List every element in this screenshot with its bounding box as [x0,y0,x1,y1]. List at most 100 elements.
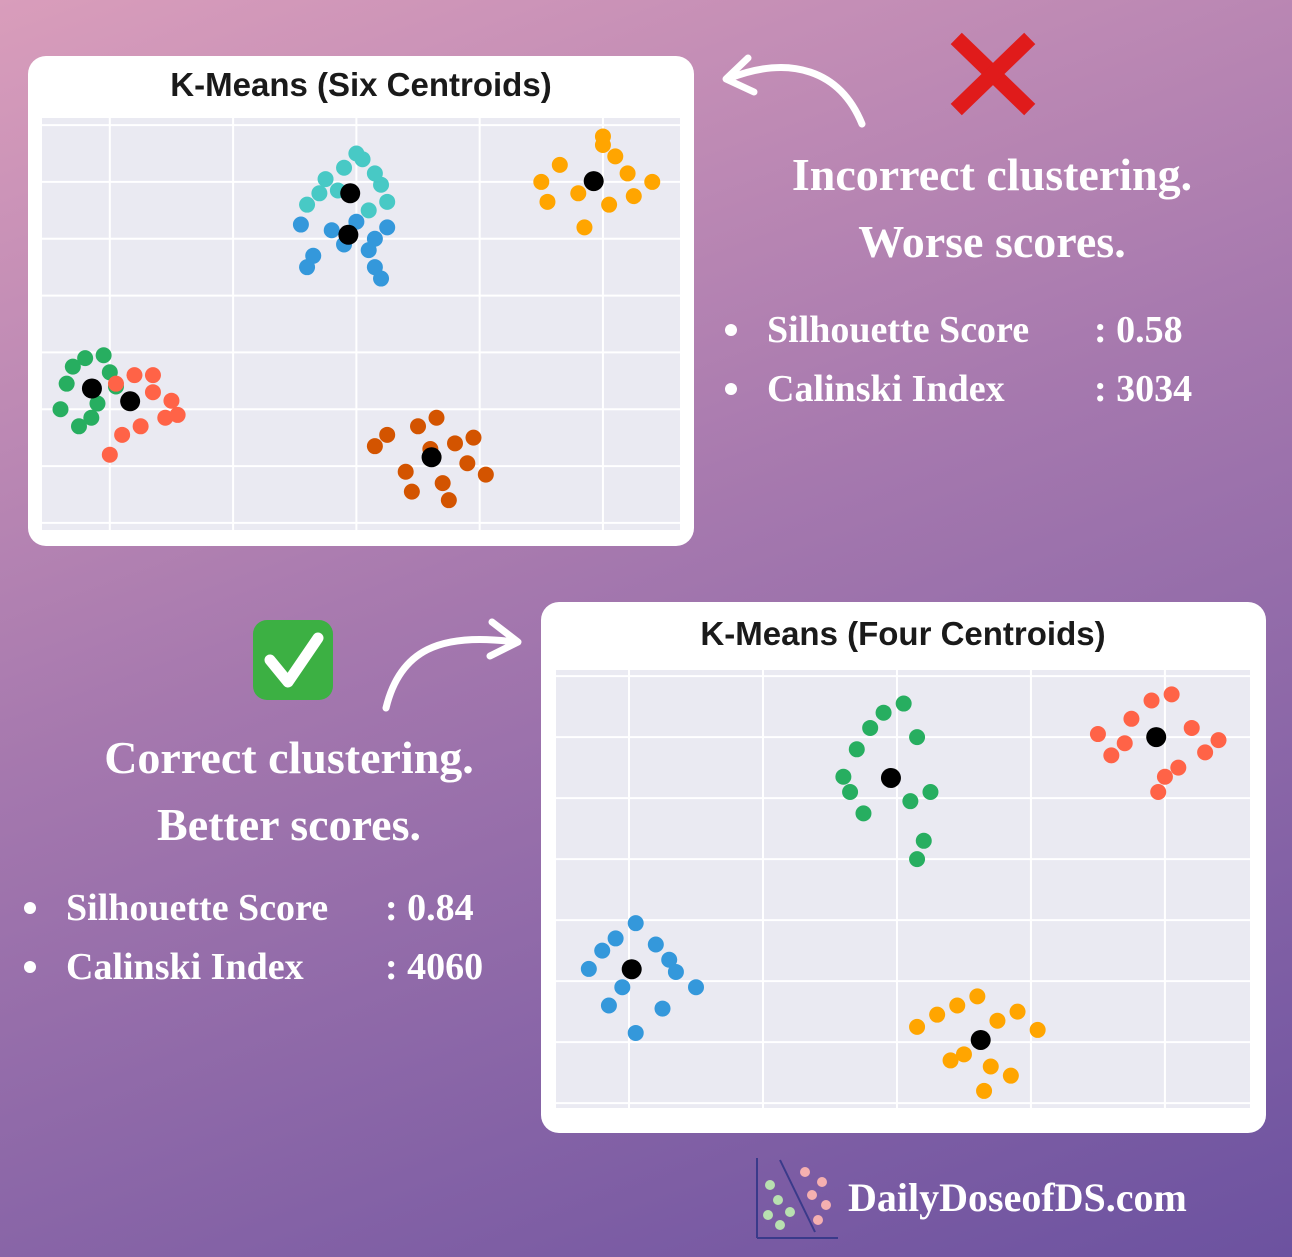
point [627,1024,644,1041]
point [77,350,94,367]
point [440,492,457,509]
point [614,979,631,996]
point [688,979,705,996]
point [379,193,396,210]
point [982,1058,999,1075]
point [83,409,100,426]
point [397,463,414,480]
point [447,435,464,452]
point [848,741,865,758]
bullet [24,902,36,914]
check-icon [253,620,333,700]
point [1143,692,1160,709]
point [949,997,966,1014]
point [410,418,427,435]
point [654,1000,671,1017]
point [1089,726,1106,743]
centroid [1146,727,1167,748]
point [875,704,892,721]
plot-area [556,670,1250,1108]
cross-icon [950,32,1036,116]
annotation: Better scores. [157,799,421,850]
point [594,128,611,145]
point [976,1082,993,1099]
point [1150,784,1167,801]
point [403,483,420,500]
point [163,392,180,409]
centroid [970,1029,991,1050]
arrow-head [486,618,522,660]
centroid [421,447,442,468]
point [929,1006,946,1023]
point [434,475,451,492]
score-value: : 4060 [385,946,483,988]
score-value: : 3034 [1094,368,1192,410]
point [1002,1067,1019,1084]
point [114,426,131,443]
point [144,367,161,384]
point [862,719,879,736]
point [379,426,396,443]
plot-area [42,118,680,530]
point [955,1046,972,1063]
point [576,219,593,236]
point [600,997,617,1014]
point [1170,759,1187,776]
point [1123,710,1140,727]
logo [756,1158,838,1239]
point [551,156,568,173]
point [909,851,926,868]
point [902,793,919,810]
point [1197,744,1214,761]
score-label: Silhouette Score [767,309,1029,351]
point [126,367,143,384]
point [1103,747,1120,764]
point [366,438,383,455]
point [1163,686,1180,703]
annotation: Worse scores. [858,216,1125,267]
centroid [880,767,901,788]
centroid [583,171,604,192]
point [58,375,75,392]
point [1210,732,1227,749]
arrow-head [722,54,758,96]
annotation: Correct clustering. [104,732,474,783]
point [842,784,859,801]
point [89,395,106,412]
chart-title: K-Means (Four Centroids) [700,615,1105,652]
point [855,805,872,822]
centroid [340,183,361,204]
point [132,418,149,435]
point [661,951,678,968]
centroid [338,224,359,245]
point [942,1052,959,1069]
chart-title: K-Means (Six Centroids) [170,66,551,103]
bullet [24,961,36,973]
score-label: Calinski Index [767,368,1005,410]
point [909,729,926,746]
point [667,963,684,980]
point [323,222,340,239]
annotation: Incorrect clustering. [792,149,1192,200]
point [1116,735,1133,752]
point [64,358,81,375]
point [1029,1021,1046,1038]
point [428,409,445,426]
point [644,173,661,190]
centroid [120,391,141,412]
footer: DailyDoseofDS.com [848,1175,1187,1220]
centroid [81,378,102,399]
point [299,259,316,276]
arrow [382,635,519,712]
point [360,242,377,259]
point [373,270,390,287]
point [909,1018,926,1035]
point [915,832,932,849]
point [107,375,124,392]
point [465,429,482,446]
point [292,216,309,233]
score-value: : 0.84 [385,887,474,929]
point [360,202,377,219]
point [169,406,186,423]
